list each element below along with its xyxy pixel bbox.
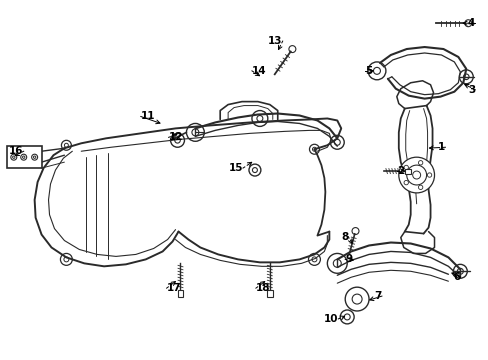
Circle shape — [11, 154, 17, 160]
Circle shape — [398, 157, 434, 193]
Text: 1: 1 — [437, 142, 445, 152]
Text: 6: 6 — [452, 272, 459, 282]
Text: 14: 14 — [251, 66, 266, 76]
Text: 8: 8 — [340, 231, 347, 242]
Bar — [404, 168, 410, 174]
Text: 3: 3 — [467, 85, 474, 95]
Text: 5: 5 — [365, 66, 371, 76]
Text: 16: 16 — [9, 146, 24, 156]
Circle shape — [464, 20, 471, 27]
Text: 7: 7 — [374, 291, 381, 301]
Text: 15: 15 — [228, 163, 243, 173]
Text: 13: 13 — [267, 36, 282, 46]
Text: 2: 2 — [396, 166, 403, 176]
Text: 12: 12 — [168, 132, 183, 142]
Text: 17: 17 — [166, 283, 181, 293]
Bar — [266, 290, 272, 297]
Bar — [7, 146, 41, 168]
Circle shape — [351, 228, 358, 234]
Text: 4: 4 — [467, 18, 474, 28]
Text: 9: 9 — [345, 255, 352, 264]
Circle shape — [288, 46, 295, 53]
Text: 11: 11 — [141, 112, 155, 121]
Circle shape — [32, 154, 38, 160]
Text: 18: 18 — [255, 283, 270, 293]
Bar — [177, 290, 183, 297]
Circle shape — [20, 154, 27, 160]
Text: 10: 10 — [323, 314, 338, 324]
